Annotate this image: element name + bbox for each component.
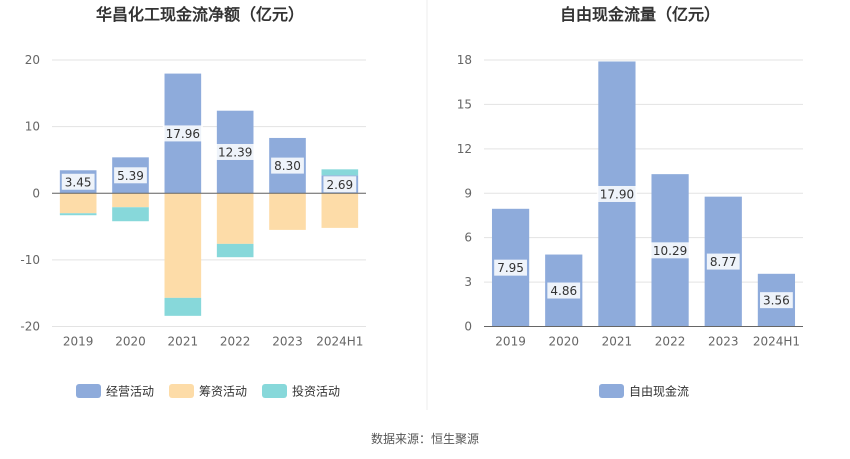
y-tick-label: -20 (20, 320, 40, 334)
legend-swatch (262, 384, 287, 398)
x-tick-label: 2023 (708, 335, 739, 349)
y-tick-label: -10 (20, 253, 40, 267)
legend-swatch (169, 384, 194, 398)
data-label-bg (706, 253, 740, 270)
legend-swatch (76, 384, 101, 398)
data-label-bg (596, 185, 637, 202)
y-tick-label: 3 (464, 275, 472, 289)
data-label: 8.30 (274, 159, 301, 173)
y-tick-label: 15 (457, 97, 472, 111)
data-label: 7.95 (497, 261, 524, 275)
data-label-bg (547, 282, 581, 299)
y-tick-label: 6 (464, 231, 472, 245)
bar-2 (216, 193, 254, 244)
y-tick-label: 12 (457, 142, 472, 156)
data-label: 3.56 (763, 294, 790, 308)
right-chart-title: 自由现金流量（亿元） (560, 5, 720, 24)
x-tick-label: 2022 (655, 335, 686, 349)
y-tick-label: 0 (464, 320, 472, 334)
bar-2 (321, 193, 359, 228)
bar-2 (164, 193, 202, 298)
data-label: 4.86 (550, 284, 577, 298)
bar-2 (269, 193, 306, 230)
x-tick-label: 2024H1 (316, 335, 363, 349)
data-label-bg (162, 125, 203, 142)
data-label-bg (271, 157, 304, 174)
y-tick-label: 18 (457, 53, 472, 67)
data-label: 17.90 (600, 187, 634, 201)
bar-3 (59, 213, 97, 216)
data-source: 数据来源：恒生聚源 (371, 431, 479, 446)
y-tick-label: 10 (25, 120, 40, 134)
bar-3 (216, 243, 254, 258)
x-tick-label: 2022 (220, 335, 251, 349)
legend-label: 投资活动 (292, 384, 340, 399)
left-chart-title: 华昌化工现金流净额（亿元） (96, 5, 304, 24)
x-tick-label: 2021 (168, 335, 199, 349)
data-label: 10.29 (653, 244, 687, 258)
data-label: 3.45 (65, 175, 92, 189)
bar-3 (112, 207, 149, 222)
x-tick-label: 2021 (602, 335, 633, 349)
data-label: 12.39 (218, 145, 252, 159)
legend-label: 筹资活动 (199, 385, 247, 399)
legend-swatch (599, 384, 624, 398)
x-tick-label: 2019 (495, 335, 526, 349)
data-label: 8.77 (710, 255, 737, 269)
data-label: 2.69 (326, 178, 353, 192)
x-tick-label: 2023 (272, 335, 303, 349)
x-tick-label: 2024H1 (753, 335, 800, 349)
data-label-bg (323, 176, 357, 193)
bar-2 (59, 193, 97, 214)
y-tick-label: 20 (25, 53, 40, 67)
bar-2 (112, 193, 149, 208)
y-tick-label: 0 (32, 186, 40, 200)
data-label: 17.96 (166, 127, 200, 141)
data-label-bg (650, 242, 691, 259)
x-tick-label: 2020 (115, 335, 146, 349)
data-label-bg (61, 173, 95, 190)
free-cash-flow-chart: 自由现金流量（亿元） 0 3 6 9 12 15 18 2019 2020 2021 2022 202… (457, 5, 803, 399)
bar-3 (164, 297, 202, 316)
data-label-bg (215, 143, 256, 160)
data-label-bg (760, 292, 793, 309)
x-tick-label: 2020 (548, 335, 579, 349)
data-label-bg (114, 167, 147, 184)
legend-label: 自由现金流 (629, 384, 689, 399)
data-label: 5.39 (117, 169, 144, 183)
data-label-bg (494, 259, 527, 276)
cash-flow-net-chart: 华昌化工现金流净额（亿元） -20 -10 0 10 20 2019 2020 2021 202… (20, 5, 366, 399)
x-tick-label: 2019 (63, 335, 94, 349)
legend-label: 经营活动 (106, 385, 154, 399)
y-tick-label: 9 (464, 186, 472, 200)
bar-3 (321, 169, 359, 176)
